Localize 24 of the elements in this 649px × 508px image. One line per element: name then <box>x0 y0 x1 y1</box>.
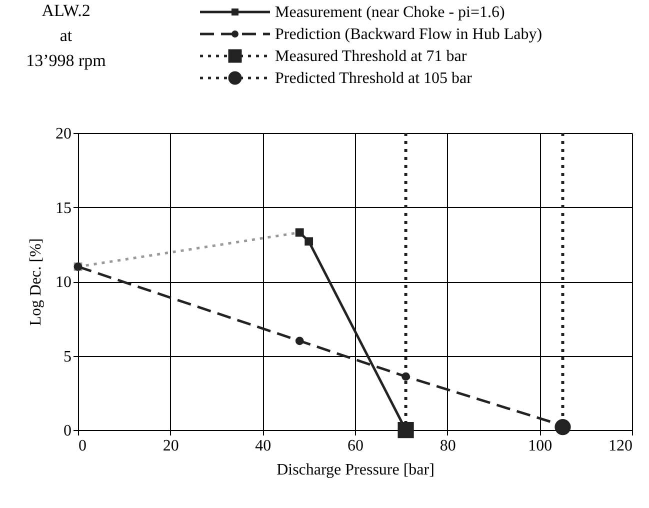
y-axis-title: Log Dec. [%] <box>28 238 44 326</box>
point <box>295 336 304 346</box>
point <box>398 422 414 438</box>
legend-label: Prediction (Backward Flow in Hub Laby) <box>275 26 542 43</box>
y-tick-label: 5 <box>64 348 72 366</box>
point <box>402 372 410 381</box>
x-tick-label: 100 <box>528 438 552 454</box>
x-tick-label: 20 <box>162 438 179 454</box>
point <box>554 418 571 436</box>
legend-label: Measured Threshold at 71 bar <box>275 48 468 65</box>
x-tick-label: 0 <box>78 438 86 454</box>
x-tick-label: 80 <box>440 438 456 454</box>
legend-label: Measurement (near Choke - pi=1.6) <box>275 4 505 21</box>
x-tick-label: 60 <box>348 438 364 454</box>
y-tick-label: 0 <box>64 422 72 440</box>
chart-title: ALW.2 at 13’998 rpm <box>26 1 106 70</box>
legend-label: Predicted Threshold at 105 bar <box>275 70 473 87</box>
x-tick-label: 40 <box>255 438 272 454</box>
y-tick-label: 15 <box>56 200 72 217</box>
x-axis-title: Discharge Pressure [bar] <box>276 462 434 478</box>
x-tick-label: 120 <box>608 438 632 454</box>
y-tick-label: 20 <box>56 126 72 142</box>
point <box>304 237 314 246</box>
y-tick-label: 10 <box>56 274 72 291</box>
